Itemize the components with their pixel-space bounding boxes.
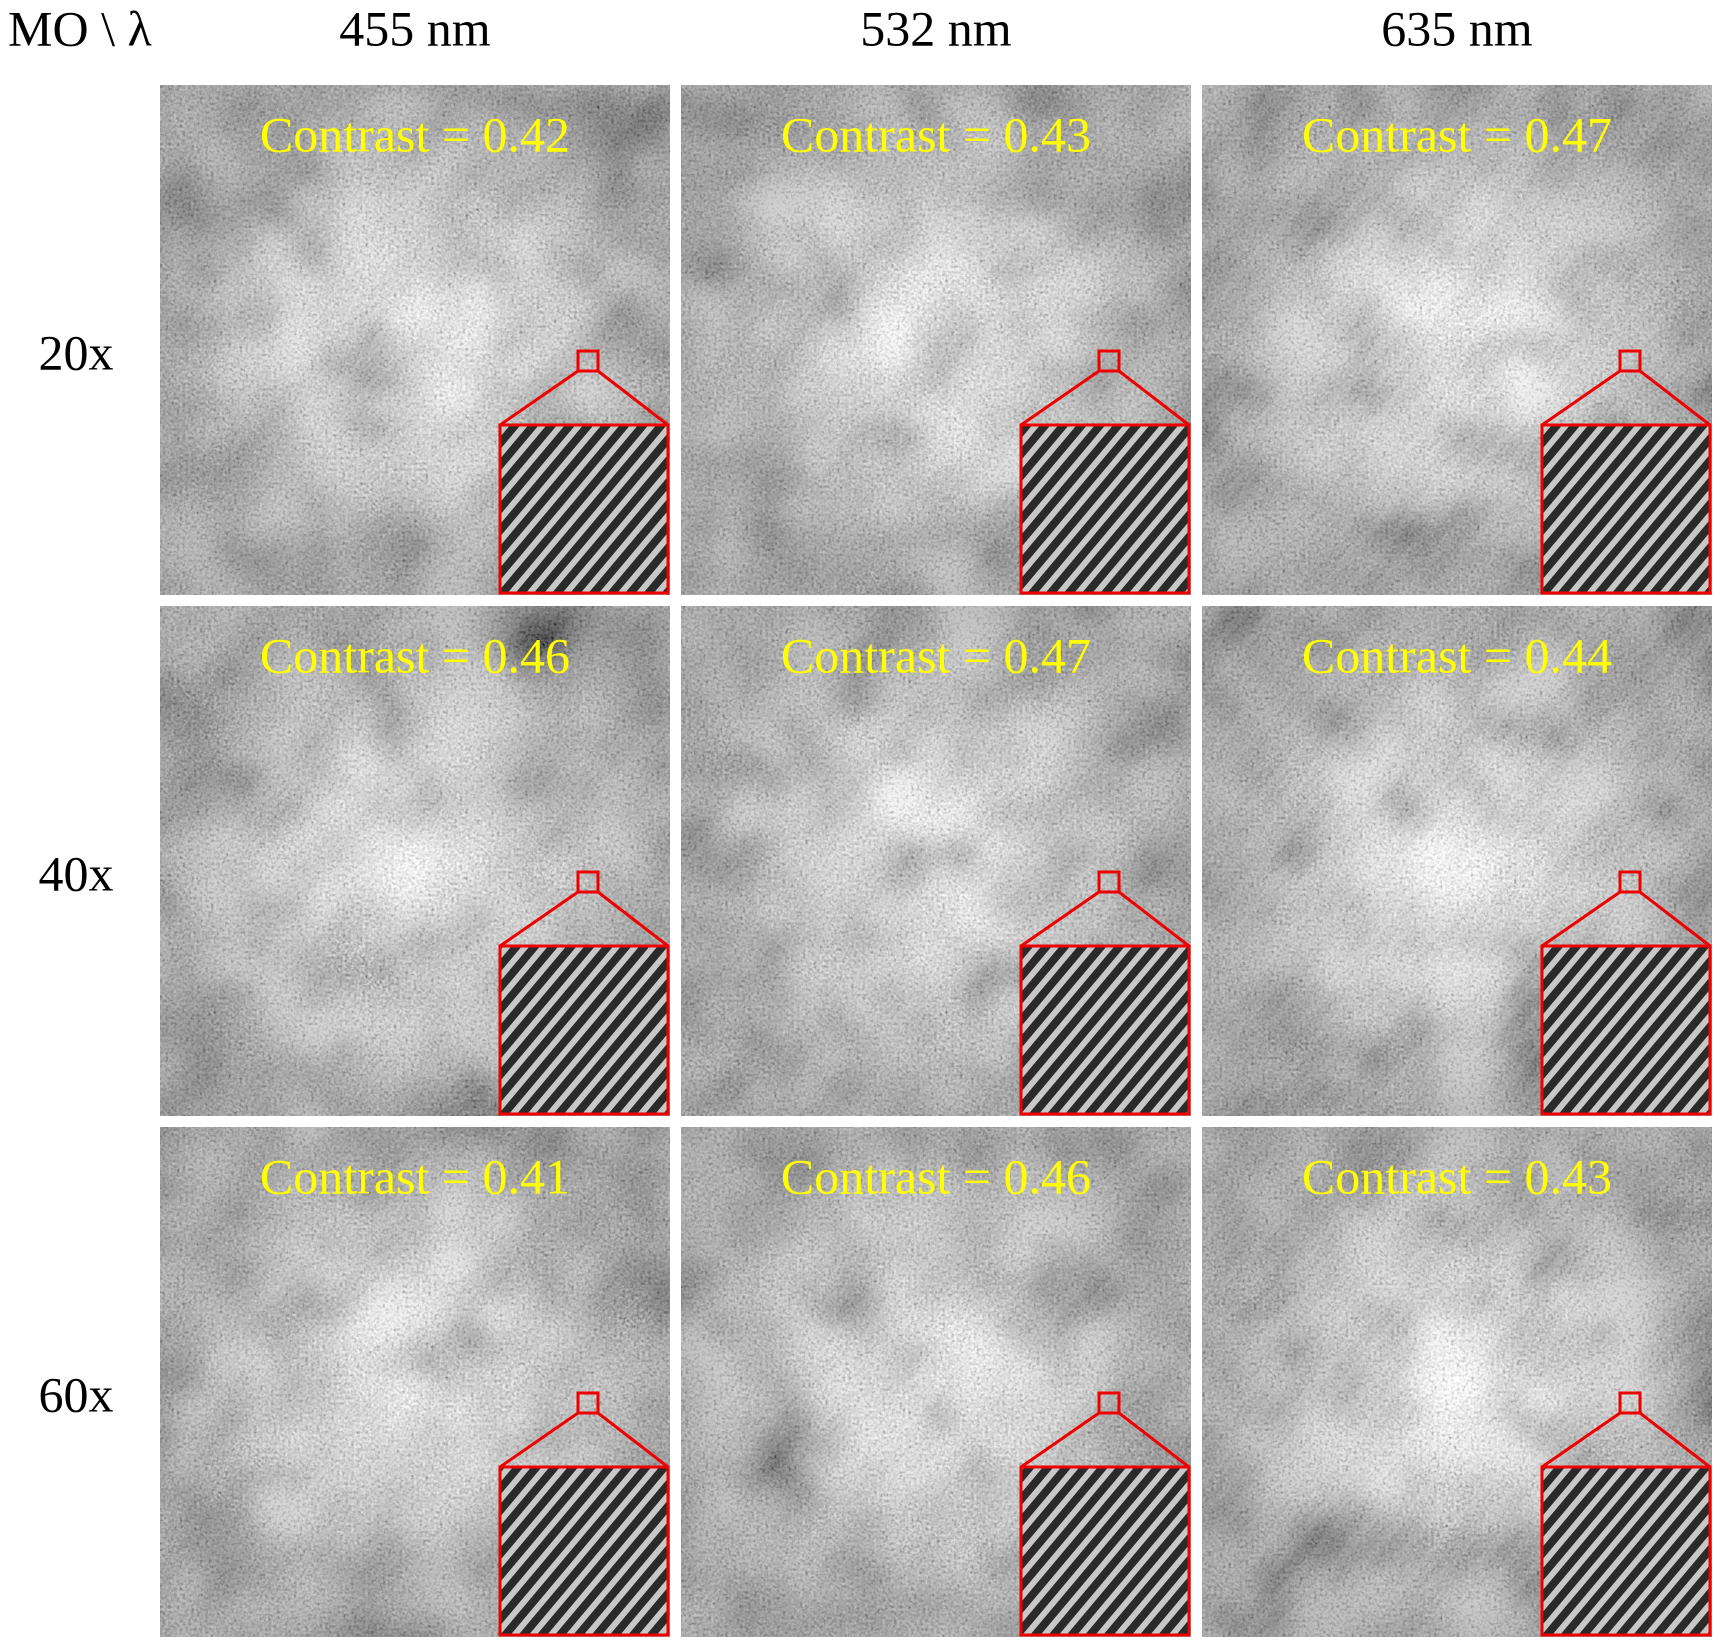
image-panel: Contrast = 0.46 (681, 1127, 1191, 1637)
inset-zoom (1540, 423, 1712, 595)
inset-zoom (498, 944, 670, 1116)
inset-zoom (498, 1465, 670, 1637)
zoom-connector (1020, 1411, 1190, 1469)
contrast-label: Contrast = 0.43 (781, 106, 1091, 162)
zoom-connector (1541, 369, 1711, 427)
column-header: 635 nm (1381, 0, 1533, 56)
image-panel: Contrast = 0.42 (160, 85, 670, 595)
contrast-label: Contrast = 0.47 (1302, 106, 1612, 162)
image-panel: Contrast = 0.47 (1202, 85, 1712, 595)
contrast-label: Contrast = 0.41 (260, 1148, 570, 1204)
contrast-label: Contrast = 0.44 (1302, 627, 1612, 683)
column-header: 532 nm (860, 0, 1012, 56)
inset-zoom (1019, 423, 1191, 595)
row-label: 60x (39, 1366, 114, 1422)
image-panel: Contrast = 0.41 (160, 1127, 670, 1637)
row-label: 20x (39, 324, 114, 380)
contrast-label: Contrast = 0.46 (260, 627, 570, 683)
image-panel: Contrast = 0.47 (681, 606, 1191, 1116)
row-label: 40x (39, 845, 114, 901)
contrast-label: Contrast = 0.47 (781, 627, 1091, 683)
image-panel: Contrast = 0.43 (1202, 1127, 1712, 1637)
zoom-connector (499, 890, 669, 948)
contrast-label: Contrast = 0.43 (1302, 1148, 1612, 1204)
zoom-connector (1020, 369, 1190, 427)
zoom-connector (499, 369, 669, 427)
image-panel: Contrast = 0.44 (1202, 606, 1712, 1116)
image-panel: Contrast = 0.46 (160, 606, 670, 1116)
column-header: 455 nm (339, 0, 491, 56)
zoom-connector (1541, 890, 1711, 948)
contrast-label: Contrast = 0.46 (781, 1148, 1091, 1204)
inset-zoom (1019, 1465, 1191, 1637)
zoom-connector (1020, 890, 1190, 948)
zoom-connector (499, 1411, 669, 1469)
zoom-connector (1541, 1411, 1711, 1469)
inset-zoom (1540, 1465, 1712, 1637)
corner-label: MO \ λ (8, 0, 152, 56)
inset-zoom (1540, 944, 1712, 1116)
image-panel: Contrast = 0.43 (681, 85, 1191, 595)
inset-zoom (1019, 944, 1191, 1116)
inset-zoom (498, 423, 670, 595)
contrast-label: Contrast = 0.42 (260, 106, 570, 162)
